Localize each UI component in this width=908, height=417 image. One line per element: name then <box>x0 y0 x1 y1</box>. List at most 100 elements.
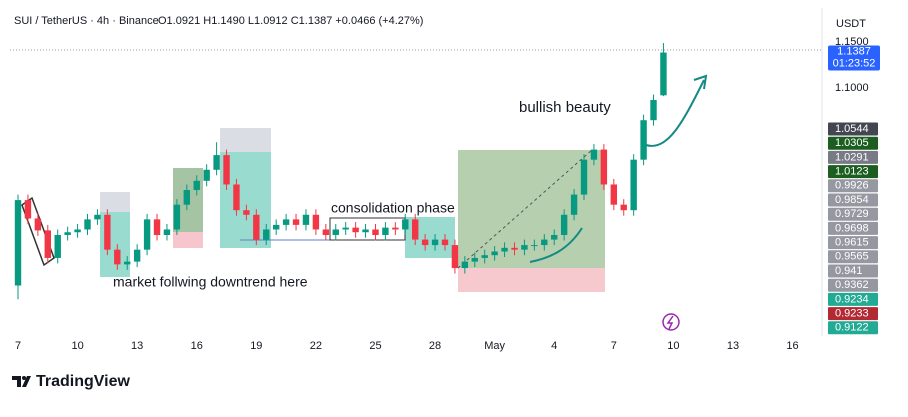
candle-body <box>163 229 171 235</box>
level-label: 0.9234 <box>835 293 869 305</box>
candle-body <box>253 214 260 240</box>
x-tick-label: 16 <box>191 340 203 352</box>
x-tick-label: May <box>484 340 505 352</box>
candle-body <box>84 219 91 230</box>
level-label-box <box>828 292 878 306</box>
candle-body <box>372 229 379 235</box>
candle-body <box>114 249 121 265</box>
candle-body <box>94 214 101 220</box>
candle-body <box>124 261 131 265</box>
candle-body <box>153 219 161 235</box>
level-label-box <box>828 278 878 292</box>
annotation: market follwing downtrend here <box>113 274 308 290</box>
candle-body <box>44 230 51 258</box>
candle-body <box>342 227 349 230</box>
candle-body <box>620 204 627 211</box>
y-tick-label: 1.1000 <box>835 82 869 94</box>
candle-body <box>143 219 151 250</box>
candle-body <box>412 219 419 240</box>
level-label-box <box>828 150 878 164</box>
candle-body <box>461 261 469 269</box>
candle-body <box>64 232 71 235</box>
arrow-head <box>693 74 708 90</box>
brand: TradingView <box>36 373 131 390</box>
candle-body <box>491 251 498 256</box>
x-tick-label: 7 <box>15 340 21 352</box>
level-label-box <box>828 307 878 321</box>
candle-body <box>630 159 637 211</box>
level-label: 1.0544 <box>835 123 869 135</box>
x-tick-label: 13 <box>727 340 739 352</box>
candle-body <box>431 239 439 246</box>
level-label-box <box>828 207 878 221</box>
y-tick-label: 1.1500 <box>835 36 869 48</box>
level-label-box <box>828 250 878 264</box>
x-tick-label: 19 <box>250 340 262 352</box>
level-label: 0.9233 <box>835 308 869 320</box>
candle-body <box>272 224 280 230</box>
x-tick-label: 25 <box>369 340 381 352</box>
event-icon[interactable] <box>662 313 680 331</box>
level-label-box <box>828 136 878 150</box>
candle-body <box>133 249 141 262</box>
candle-body <box>441 239 449 246</box>
candle-body <box>302 214 310 225</box>
candle-body <box>352 227 359 233</box>
annotation: bullish beauty <box>519 99 611 116</box>
last-price: 1.1387 <box>837 45 871 57</box>
candle-body <box>332 229 339 235</box>
ohlc-legend: O1.0921 H1.1490 L1.0912 C1.1387 +0.0466 … <box>158 15 423 27</box>
candle-body <box>34 218 42 231</box>
candle-body <box>590 149 598 160</box>
candle-body <box>521 245 528 250</box>
candle-body <box>243 210 250 215</box>
candle-body <box>481 255 488 258</box>
level-label: 1.0305 <box>835 137 869 149</box>
last-price-box <box>828 45 880 71</box>
level-label: 1.0291 <box>835 151 869 163</box>
candle-body <box>531 245 538 247</box>
candle-body <box>551 234 558 240</box>
candle-body <box>292 219 300 225</box>
symbol: SUI / TetherUS · 4h · Binance <box>14 15 159 27</box>
level-label-box <box>828 122 878 136</box>
x-tick-label: 10 <box>71 340 83 352</box>
level-label: 0.9122 <box>835 322 869 334</box>
candle-body <box>173 204 181 230</box>
level-label: 0.9698 <box>835 222 869 234</box>
level-label-box <box>828 165 878 179</box>
zone-stop <box>220 128 271 152</box>
level-label-box <box>828 221 878 235</box>
level-label-box <box>828 236 878 250</box>
level-label-box <box>828 179 878 193</box>
level-label-box <box>828 321 878 335</box>
candle-body <box>263 229 270 240</box>
level-label: 1.0123 <box>835 166 869 178</box>
candle-body <box>660 52 667 96</box>
zone-stop <box>173 232 203 248</box>
candle-body <box>223 155 230 185</box>
annotation: consolidation phase <box>331 200 455 216</box>
candle-body <box>650 99 657 121</box>
candle-body <box>570 194 578 215</box>
candle-body <box>24 200 32 219</box>
x-tick-label: 16 <box>786 340 798 352</box>
level-label-box <box>828 193 878 207</box>
candle-body <box>560 214 568 235</box>
level-label-box <box>828 264 878 278</box>
candle-body <box>74 229 81 233</box>
candle-body <box>610 184 617 205</box>
x-tick-label: 28 <box>429 340 441 352</box>
level-label: 0.9729 <box>835 208 869 220</box>
level-label: 0.9362 <box>835 279 869 291</box>
candle-body <box>600 149 608 185</box>
candle-body <box>282 219 290 225</box>
candle-body <box>421 239 429 246</box>
candle-body <box>183 189 191 205</box>
x-tick-label: 7 <box>611 340 617 352</box>
candle-body <box>511 247 518 250</box>
candle-body <box>382 227 389 235</box>
zone-stop <box>100 192 130 212</box>
candle-body <box>322 229 330 235</box>
